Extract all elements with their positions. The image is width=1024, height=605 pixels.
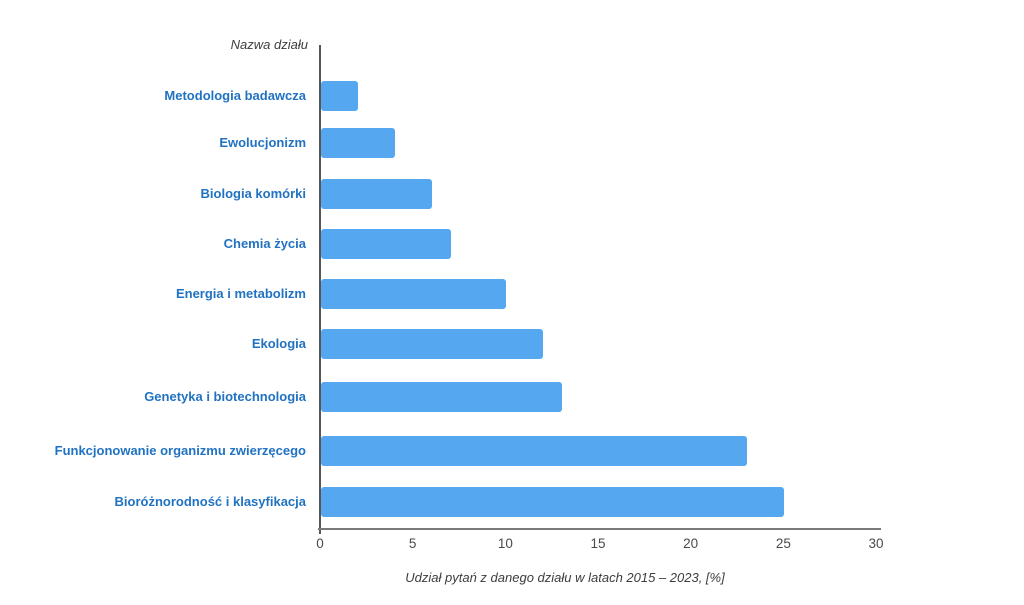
category-label: Ewolucjonizm <box>219 135 306 150</box>
x-tick-label: 30 <box>868 536 884 551</box>
category-label: Chemia życia <box>223 236 306 251</box>
bar <box>321 279 507 309</box>
x-tick-label: 5 <box>408 536 417 551</box>
bar <box>321 328 544 359</box>
bar <box>321 382 562 412</box>
x-axis-line <box>318 528 881 530</box>
bar <box>321 229 451 259</box>
bar <box>321 81 359 111</box>
bar <box>321 128 396 158</box>
x-axis-label: Udział pytań z danego działu w latach 20… <box>405 570 725 585</box>
category-label: Biologia komórki <box>200 185 306 201</box>
bar <box>321 178 433 209</box>
x-tick-label: 20 <box>683 536 699 551</box>
bar <box>321 435 748 466</box>
category-label: Bioróżnorodność i klasyfikacja <box>114 494 306 509</box>
bar <box>321 487 785 517</box>
category-label: Genetyka i biotechnologia <box>144 389 306 404</box>
y-axis-title: Nazwa działu <box>230 37 308 52</box>
category-label: Ekologia <box>251 335 306 351</box>
category-label: Energia i metabolizm <box>175 286 306 301</box>
x-tick-label: 25 <box>775 536 791 551</box>
y-axis-line <box>319 45 321 534</box>
x-tick-label: 10 <box>497 536 513 551</box>
x-tick-label: 15 <box>590 536 606 551</box>
category-label: Funkcjonowanie organizmu zwierzęcego <box>54 442 306 458</box>
category-label: Metodologia badawcza <box>164 88 306 103</box>
x-tick-label: 0 <box>316 536 324 551</box>
